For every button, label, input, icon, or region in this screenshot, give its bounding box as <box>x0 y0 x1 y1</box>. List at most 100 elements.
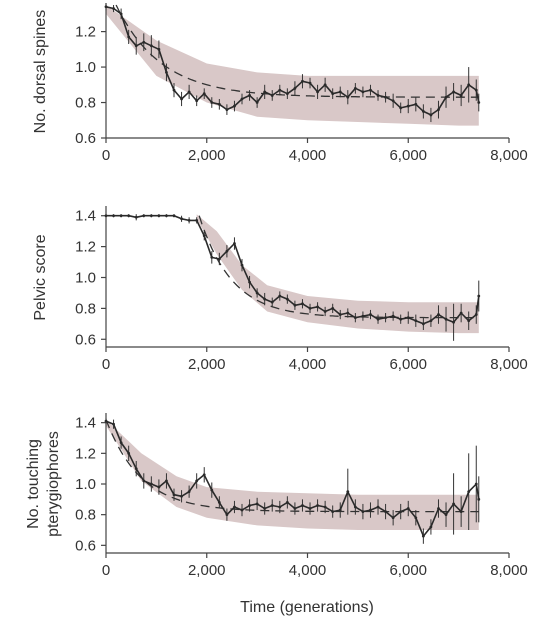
y-axis-label: No. dorsal spines <box>32 10 49 134</box>
data-point <box>270 504 274 507</box>
data-point <box>217 102 221 106</box>
data-point <box>353 505 357 509</box>
y-tick-label: 1.4 <box>75 415 96 432</box>
data-point <box>202 234 206 238</box>
data-point <box>376 317 380 321</box>
data-point <box>210 101 214 104</box>
data-point <box>202 473 206 477</box>
data-point <box>399 317 403 321</box>
data-point <box>285 297 289 301</box>
data-point <box>474 313 478 316</box>
data-point <box>369 508 372 512</box>
data-point <box>172 493 176 497</box>
data-point <box>195 479 199 483</box>
data-point <box>437 313 440 316</box>
data-point <box>301 79 304 83</box>
data-point <box>384 95 387 99</box>
y-tick-label: 0.8 <box>75 300 96 317</box>
data-point <box>278 505 282 509</box>
data-point <box>474 482 478 486</box>
data-point <box>452 502 455 506</box>
data-point <box>195 99 199 103</box>
data-point <box>338 90 342 94</box>
data-point <box>157 214 161 218</box>
data-point <box>180 494 183 498</box>
data-point <box>316 504 319 507</box>
data-point <box>240 508 244 512</box>
y-axis-label-line: No. touching <box>25 439 42 529</box>
data-point <box>452 320 455 324</box>
data-point <box>452 90 455 94</box>
data-point <box>172 214 176 218</box>
data-point <box>263 297 267 301</box>
y-tick-label: 0.6 <box>75 130 96 147</box>
data-point <box>134 44 138 48</box>
data-point <box>331 92 335 96</box>
data-point <box>134 215 138 219</box>
data-point <box>293 86 297 90</box>
data-point <box>285 92 289 96</box>
data-point <box>421 110 425 113</box>
panel-touching-pterygiophores: 0.6 0.8 1.0 1.2 1.4 0 2,000 4,000 6,000 8,000 No. … <box>25 413 528 579</box>
data-point <box>361 314 365 318</box>
y-tick-label: 1.0 <box>75 476 96 493</box>
data-point <box>477 294 481 298</box>
data-point <box>270 94 274 97</box>
y-axis-label-line: Pelvic score <box>32 234 49 320</box>
data-point <box>376 505 380 509</box>
data-point <box>323 505 327 509</box>
data-point <box>437 108 440 112</box>
data-point <box>217 501 221 504</box>
data-point <box>119 214 123 218</box>
data-point <box>323 83 327 87</box>
data-point <box>414 516 418 520</box>
data-point <box>421 322 425 326</box>
data-point <box>429 525 433 529</box>
data-point <box>346 95 350 99</box>
data-point <box>467 83 471 87</box>
x-tick-label: 2,000 <box>188 356 226 373</box>
data-point <box>414 319 418 323</box>
data-point <box>180 217 183 221</box>
data-point <box>233 104 236 108</box>
data-point <box>112 214 115 218</box>
data-point <box>477 497 481 501</box>
y-tick-label: 1.4 <box>75 208 96 225</box>
panel-pelvic-score: 0.6 0.8 1.0 1.2 1.4 0 2,000 4,000 6,000 8,000 Pelv… <box>32 206 528 373</box>
data-point <box>248 504 251 507</box>
y-tick-label: 0.8 <box>75 95 96 112</box>
data-point <box>112 422 115 426</box>
data-point <box>338 508 342 512</box>
y-axis-label-line: No. dorsal spines <box>32 10 49 134</box>
y-tick-label: 0.6 <box>75 331 96 348</box>
x-tick-label: 6,000 <box>389 562 427 579</box>
data-point <box>142 479 146 483</box>
data-point <box>331 510 335 513</box>
data-point <box>255 291 259 295</box>
data-point <box>104 419 108 423</box>
data-point <box>477 101 481 104</box>
data-point <box>255 502 259 506</box>
data-point <box>316 90 319 94</box>
x-tick-label: 2,000 <box>188 147 226 164</box>
data-point <box>444 513 448 517</box>
data-point <box>406 316 410 320</box>
data-point <box>459 311 463 315</box>
data-point <box>202 92 206 96</box>
y-tick-label: 1.0 <box>75 59 96 76</box>
data-point <box>225 513 229 517</box>
data-point <box>316 305 319 309</box>
data-point <box>217 257 221 261</box>
data-point <box>308 81 312 85</box>
fit-curve <box>105 419 479 513</box>
y-axis-label-line: pterygiophores <box>45 431 62 537</box>
data-point <box>112 7 115 10</box>
data-point <box>414 102 418 106</box>
data-point <box>187 490 191 494</box>
data-point <box>210 488 214 492</box>
x-tick-label: 8,000 <box>490 147 528 164</box>
data-point <box>240 97 244 101</box>
data-point <box>165 214 168 218</box>
data-point <box>399 106 403 110</box>
